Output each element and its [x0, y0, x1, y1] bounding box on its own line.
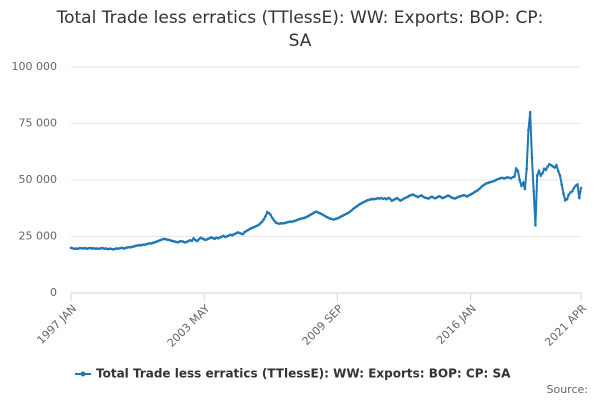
- y-tick-label: 50 000: [19, 173, 58, 186]
- point: [516, 169, 520, 173]
- y-tick-label: 0: [50, 286, 57, 299]
- y-tick-label: 100 000: [12, 60, 58, 73]
- point: [576, 183, 579, 186]
- point: [478, 187, 481, 191]
- point: [476, 189, 479, 192]
- point: [534, 223, 537, 227]
- chart-title: Total Trade less erratics (TTlessE): WW:…: [56, 8, 544, 28]
- point: [258, 222, 262, 225]
- point: [565, 197, 569, 201]
- point: [197, 237, 201, 241]
- point: [260, 220, 264, 224]
- point: [560, 183, 564, 186]
- point: [572, 186, 576, 190]
- point: [348, 210, 351, 214]
- legend-label: Total Trade less erratics (TTlessE): WW:…: [96, 367, 511, 381]
- point: [350, 209, 353, 212]
- point: [257, 223, 260, 227]
- point: [562, 192, 565, 195]
- point: [518, 178, 521, 182]
- x-tick-label: 2016 JAN: [434, 302, 479, 347]
- point: [527, 128, 530, 132]
- point: [264, 214, 267, 218]
- point: [262, 218, 266, 221]
- point: [479, 185, 483, 189]
- point: [544, 168, 548, 172]
- point: [577, 196, 581, 200]
- point: [553, 166, 557, 169]
- x-tick-label: 1997 JAN: [34, 302, 79, 347]
- point: [541, 171, 544, 175]
- point: [190, 239, 194, 243]
- y-tick-label: 75 000: [19, 117, 58, 130]
- point: [271, 217, 274, 220]
- point: [355, 205, 358, 208]
- line: [70, 112, 582, 251]
- point: [556, 169, 560, 173]
- point: [532, 190, 535, 193]
- x-tick-label: 2003 MAY: [165, 302, 213, 350]
- point: [192, 237, 195, 240]
- source: Source:: [547, 383, 589, 396]
- point: [520, 184, 523, 187]
- point: [395, 196, 399, 200]
- point: [528, 110, 532, 114]
- point: [267, 211, 271, 215]
- point: [555, 164, 558, 167]
- point: [570, 190, 574, 193]
- chart-title: SA: [289, 31, 312, 51]
- point: [530, 156, 534, 159]
- point: [388, 197, 392, 200]
- point: [513, 175, 516, 178]
- y-tick-label: 25 000: [19, 230, 58, 243]
- point: [514, 167, 518, 170]
- x-tick-label: 2009 SEP: [300, 302, 346, 348]
- point: [535, 174, 539, 177]
- point: [525, 167, 528, 170]
- point: [269, 213, 273, 217]
- x-tick-label: 2021 APR: [542, 302, 589, 349]
- point: [241, 232, 245, 236]
- point: [537, 169, 541, 173]
- point: [448, 194, 451, 198]
- point: [351, 207, 355, 211]
- point: [420, 194, 423, 197]
- point: [195, 239, 199, 243]
- point: [272, 219, 276, 222]
- point: [567, 193, 571, 196]
- point: [546, 165, 550, 168]
- point: [539, 174, 542, 177]
- point: [579, 186, 583, 190]
- point: [558, 174, 562, 177]
- legend-marker: [80, 371, 86, 377]
- point: [521, 181, 525, 185]
- point: [523, 187, 527, 191]
